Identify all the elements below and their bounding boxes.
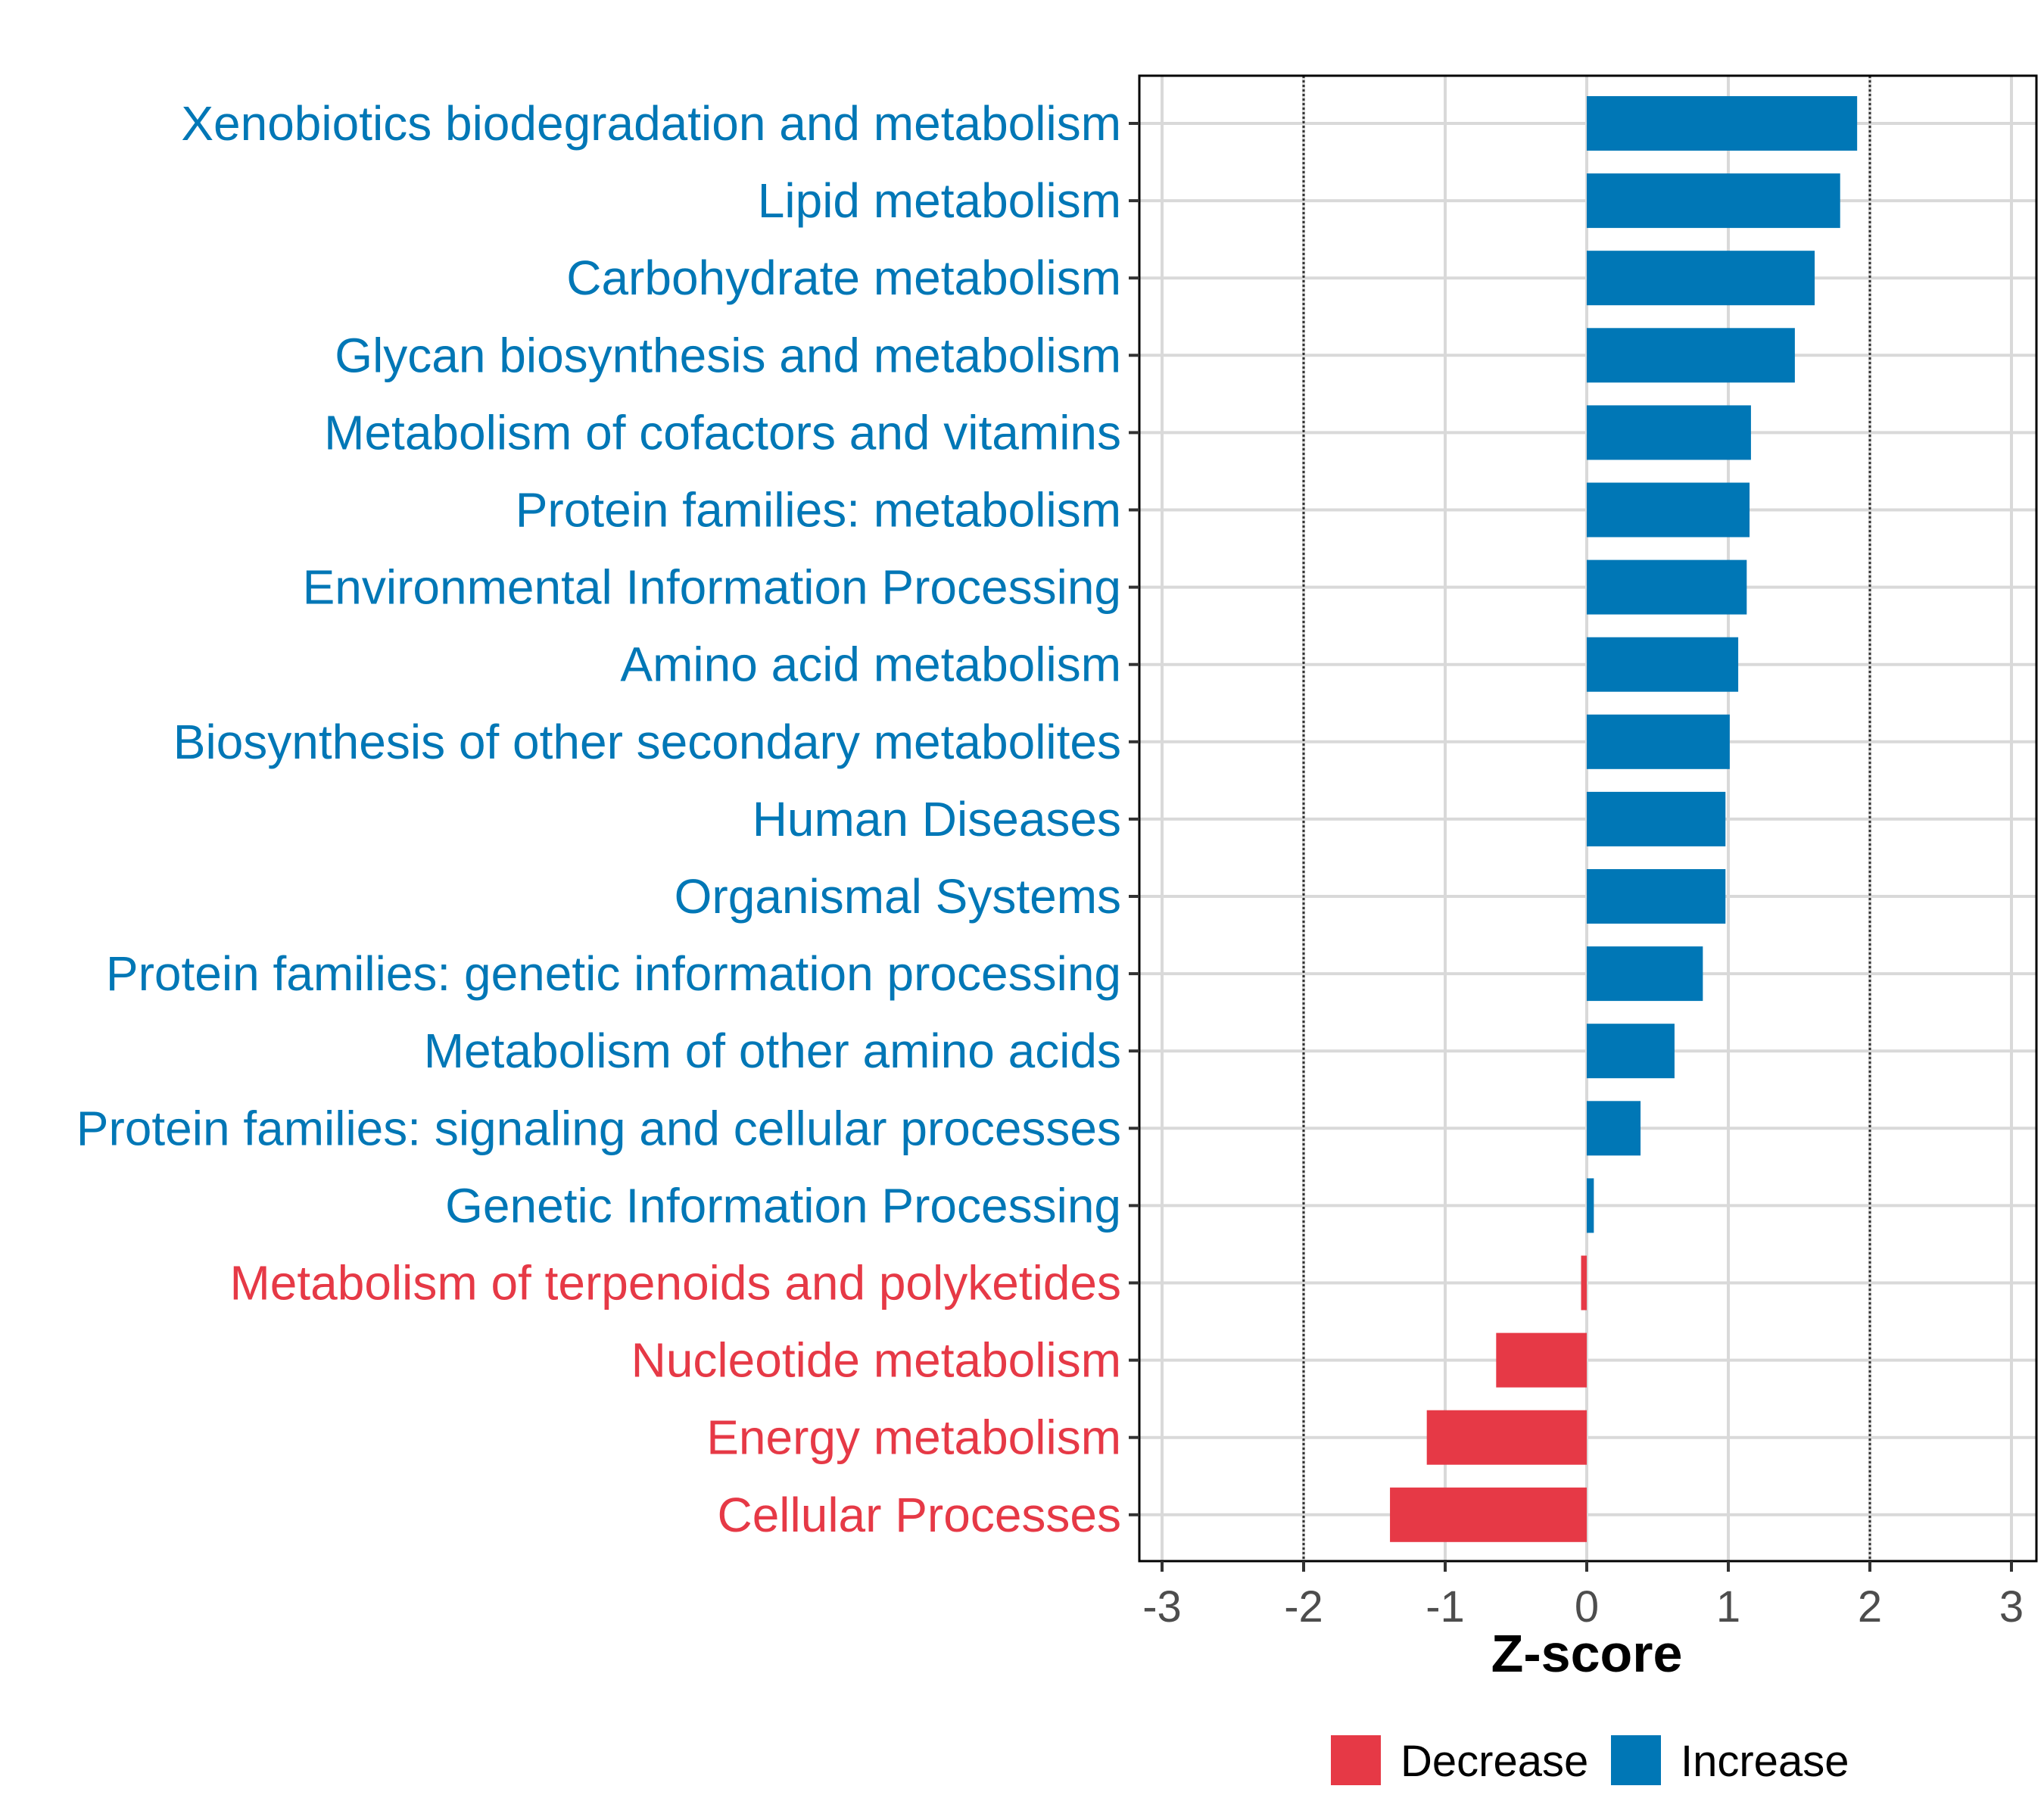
x-tick-label: -2 (1284, 1582, 1323, 1632)
category-label: Genetic Information Processing (445, 1178, 1121, 1233)
category-label: Glycan biosynthesis and metabolism (335, 328, 1121, 382)
x-axis: -3 -2 -1 0 1 2 3 (1142, 1561, 2024, 1632)
x-tick-label: -3 (1142, 1582, 1182, 1632)
bar (1587, 96, 1858, 151)
x-axis-title: Z-score (1491, 1624, 1683, 1683)
y-tick-marks (1129, 122, 1139, 1516)
category-label: Organismal Systems (675, 869, 1121, 924)
bar (1587, 714, 1730, 769)
bar (1587, 946, 1703, 1002)
category-label: Carbohydrate metabolism (566, 251, 1121, 305)
category-label: Metabolism of cofactors and vitamins (324, 405, 1121, 460)
x-tick-label: 0 (1575, 1582, 1599, 1632)
category-label: Metabolism of other amino acids (424, 1024, 1121, 1078)
bar (1587, 1024, 1675, 1079)
legend: Decrease Increase (1331, 1735, 1849, 1786)
bar (1587, 869, 1726, 924)
x-tick-label: 2 (1858, 1582, 1882, 1632)
category-label: Metabolism of terpenoids and polyketides (229, 1256, 1121, 1311)
bar (1587, 328, 1795, 383)
legend-swatch (1611, 1735, 1661, 1785)
category-label: Lipid metabolism (758, 173, 1121, 228)
category-label: Protein families: signaling and cellular… (76, 1101, 1121, 1155)
bar (1587, 251, 1815, 306)
category-label: Human Diseases (752, 792, 1121, 846)
bar (1390, 1487, 1587, 1542)
bar (1587, 637, 1739, 692)
category-label: Xenobiotics biodegradation and metabolis… (181, 96, 1121, 151)
x-tick-label: 1 (1716, 1582, 1740, 1632)
category-label: Amino acid metabolism (620, 637, 1121, 692)
bar (1587, 1101, 1641, 1156)
bar (1587, 1178, 1594, 1233)
category-label: Protein families: metabolism (516, 483, 1121, 538)
x-tick-label: -1 (1426, 1582, 1465, 1632)
reference-lines (1302, 76, 1871, 1561)
bar (1587, 173, 1840, 229)
bar (1496, 1332, 1587, 1388)
bars (1390, 96, 1858, 1542)
category-label: Environmental Information Processing (303, 560, 1121, 615)
bar (1581, 1255, 1587, 1311)
category-labels: Xenobiotics biodegradation and metabolis… (76, 96, 1121, 1542)
legend-label: Increase (1681, 1737, 1849, 1786)
bar (1587, 559, 1747, 615)
bar (1426, 1410, 1587, 1465)
category-label: Nucleotide metabolism (631, 1333, 1121, 1388)
legend-swatch (1331, 1735, 1381, 1785)
x-tick-label: 3 (1999, 1582, 2024, 1632)
category-label: Biosynthesis of other secondary metaboli… (173, 715, 1121, 769)
legend-label: Decrease (1401, 1737, 1588, 1786)
bar (1587, 791, 1726, 846)
category-label: Energy metabolism (706, 1410, 1121, 1465)
bar (1587, 482, 1750, 538)
bar (1587, 405, 1751, 460)
category-label: Protein families: genetic information pr… (106, 946, 1121, 1001)
category-label: Cellular Processes (717, 1488, 1121, 1542)
